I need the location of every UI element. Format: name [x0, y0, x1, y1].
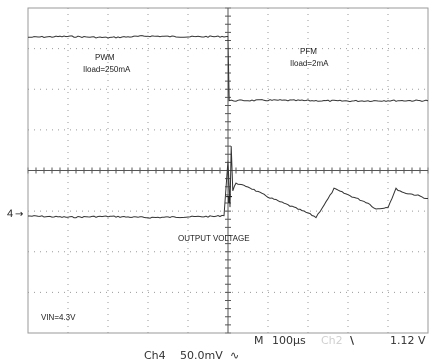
- output-voltage-label: OUTPUT VOLTAGE: [178, 234, 250, 243]
- channel-scale: 50.0mV: [180, 349, 223, 362]
- pfm-label: PFM: [300, 47, 317, 56]
- channel-label: Ch4: [144, 349, 166, 362]
- trace-load-current: [27, 35, 429, 103]
- waveform-traces: [27, 35, 429, 219]
- vin-label: VIN=4.3V: [41, 313, 76, 322]
- trigger-slope-icon: \: [350, 334, 355, 347]
- trace-output-voltage: [28, 146, 428, 219]
- ch4-arrow-icon: →: [15, 209, 23, 220]
- trigger-channel: Ch2: [321, 334, 343, 347]
- timebase-value: 100µs: [272, 334, 306, 347]
- trigger-t-mark: T: [226, 195, 232, 206]
- pwm-load-label: Iload=250mA: [83, 65, 131, 74]
- coupling-icon: ∿: [230, 349, 239, 362]
- pfm-load-label: Iload=2mA: [290, 59, 329, 68]
- pwm-label: PWM: [95, 53, 115, 62]
- ch4-marker: 4: [7, 208, 13, 220]
- timebase-m-label: M: [254, 334, 264, 347]
- trigger-level: 1.12 V: [390, 334, 426, 347]
